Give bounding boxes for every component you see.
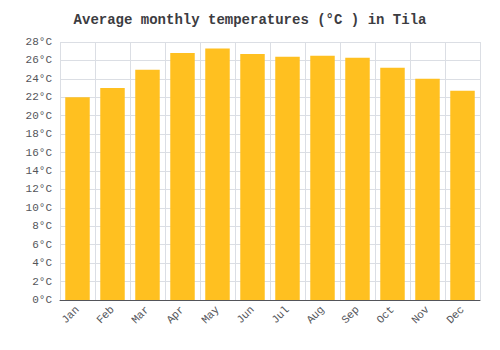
svg-text:10°C: 10°C <box>26 202 53 214</box>
svg-text:Nov: Nov <box>409 303 432 326</box>
svg-text:20°C: 20°C <box>26 110 53 122</box>
svg-text:Feb: Feb <box>94 304 116 326</box>
svg-text:8°C: 8°C <box>32 220 52 232</box>
svg-text:Jan: Jan <box>59 304 81 326</box>
svg-text:4°C: 4°C <box>32 257 52 269</box>
svg-text:28°C: 28°C <box>26 36 53 48</box>
svg-text:Aug: Aug <box>304 304 326 326</box>
svg-text:Jul: Jul <box>269 304 291 326</box>
svg-text:May: May <box>199 303 222 326</box>
svg-text:Mar: Mar <box>129 304 151 326</box>
svg-text:Sep: Sep <box>339 304 361 326</box>
svg-text:22°C: 22°C <box>26 91 53 103</box>
svg-text:Jun: Jun <box>234 304 256 326</box>
svg-text:6°C: 6°C <box>32 239 52 251</box>
svg-text:Dec: Dec <box>444 304 466 326</box>
svg-text:18°C: 18°C <box>26 128 53 140</box>
svg-text:Apr: Apr <box>164 304 186 326</box>
svg-text:Average monthly temperatures (: Average monthly temperatures (°C ) in Ti… <box>74 12 427 28</box>
svg-text:26°C: 26°C <box>26 54 53 66</box>
svg-text:14°C: 14°C <box>26 165 53 177</box>
svg-text:0°C: 0°C <box>32 294 52 306</box>
svg-text:12°C: 12°C <box>26 183 53 195</box>
svg-text:24°C: 24°C <box>26 73 53 85</box>
svg-text:Oct: Oct <box>374 304 396 326</box>
svg-text:16°C: 16°C <box>26 147 53 159</box>
svg-text:2°C: 2°C <box>32 276 52 288</box>
